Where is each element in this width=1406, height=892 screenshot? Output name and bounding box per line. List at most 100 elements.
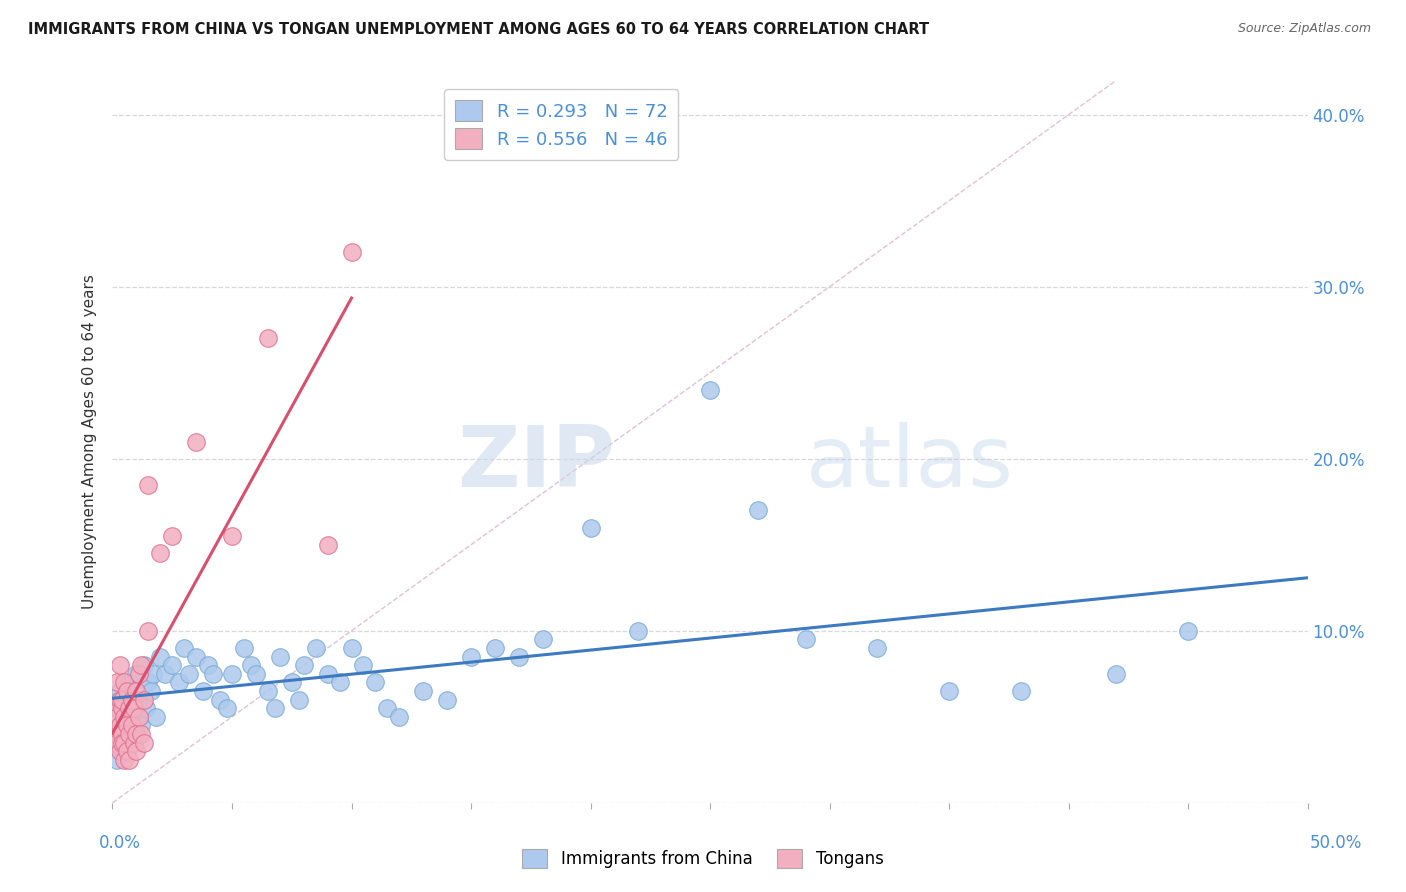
Point: [118, 675, 141, 690]
Point: [201, 666, 224, 681]
Point: [377, 701, 399, 715]
Point: [129, 718, 152, 732]
Text: atlas: atlas: [806, 422, 1014, 505]
Point: [340, 640, 363, 655]
Point: [122, 735, 145, 749]
Point: [149, 546, 172, 560]
Point: [1177, 624, 1199, 638]
Point: [118, 701, 141, 715]
Point: [173, 640, 195, 655]
Point: [115, 744, 138, 758]
Point: [121, 727, 143, 741]
Point: [114, 675, 135, 690]
Point: [122, 701, 145, 715]
Text: Source: ZipAtlas.com: Source: ZipAtlas.com: [1237, 22, 1371, 36]
Point: [114, 735, 135, 749]
Point: [125, 684, 148, 698]
Point: [118, 727, 141, 741]
Point: [162, 658, 183, 673]
Point: [132, 658, 155, 673]
Point: [145, 710, 167, 724]
Point: [121, 692, 143, 706]
Text: ZIP: ZIP: [457, 422, 614, 505]
Point: [132, 735, 155, 749]
Point: [105, 735, 128, 749]
Point: [245, 666, 267, 681]
Point: [364, 675, 387, 690]
Point: [129, 727, 152, 741]
Point: [197, 658, 219, 673]
Point: [115, 684, 138, 698]
Text: IMMIGRANTS FROM CHINA VS TONGAN UNEMPLOYMENT AMONG AGES 60 TO 64 YEARS CORRELATI: IMMIGRANTS FROM CHINA VS TONGAN UNEMPLOY…: [28, 22, 929, 37]
Point: [125, 710, 148, 724]
Point: [118, 753, 141, 767]
Point: [105, 701, 128, 715]
Point: [138, 675, 160, 690]
Point: [436, 692, 458, 706]
Point: [104, 735, 127, 749]
Point: [129, 658, 152, 673]
Point: [114, 753, 135, 767]
Point: [121, 692, 143, 706]
Point: [257, 684, 280, 698]
Point: [104, 727, 127, 741]
Point: [105, 675, 128, 690]
Point: [938, 684, 960, 698]
Point: [111, 735, 134, 749]
Point: [1105, 666, 1128, 681]
Point: [114, 744, 135, 758]
Point: [288, 692, 311, 706]
Text: 0.0%: 0.0%: [98, 834, 141, 852]
Point: [162, 529, 183, 543]
Point: [108, 744, 131, 758]
Point: [111, 727, 134, 741]
Point: [269, 649, 291, 664]
Point: [125, 727, 148, 741]
Point: [292, 658, 315, 673]
Point: [177, 666, 200, 681]
Point: [125, 666, 148, 681]
Point: [209, 692, 232, 706]
Point: [128, 710, 150, 724]
Point: [240, 658, 263, 673]
Point: [149, 649, 172, 664]
Point: [111, 701, 134, 715]
Legend: R = 0.293   N = 72, R = 0.556   N = 46: R = 0.293 N = 72, R = 0.556 N = 46: [444, 89, 678, 160]
Text: 50.0%: 50.0%: [1309, 834, 1362, 852]
Point: [138, 477, 160, 491]
Point: [104, 701, 127, 715]
Point: [186, 649, 208, 664]
Point: [128, 666, 150, 681]
Point: [108, 684, 131, 698]
Point: [138, 624, 160, 638]
Point: [121, 718, 143, 732]
Point: [108, 718, 131, 732]
Point: [169, 675, 191, 690]
Point: [627, 624, 650, 638]
Point: [340, 245, 363, 260]
Point: [388, 710, 411, 724]
Point: [1010, 684, 1032, 698]
Point: [866, 640, 889, 655]
Point: [114, 710, 135, 724]
Point: [531, 632, 554, 647]
Point: [111, 735, 134, 749]
Point: [412, 684, 434, 698]
Point: [115, 718, 138, 732]
Point: [135, 701, 157, 715]
Point: [108, 718, 131, 732]
Point: [579, 520, 602, 534]
Point: [153, 666, 176, 681]
Point: [329, 675, 352, 690]
Point: [747, 503, 769, 517]
Point: [484, 640, 506, 655]
Point: [257, 331, 280, 345]
Legend: Immigrants from China, Tongans: Immigrants from China, Tongans: [516, 842, 890, 875]
Point: [221, 666, 243, 681]
Point: [111, 701, 134, 715]
Point: [281, 675, 304, 690]
Point: [115, 727, 138, 741]
Point: [460, 649, 482, 664]
Point: [128, 692, 150, 706]
Point: [217, 701, 239, 715]
